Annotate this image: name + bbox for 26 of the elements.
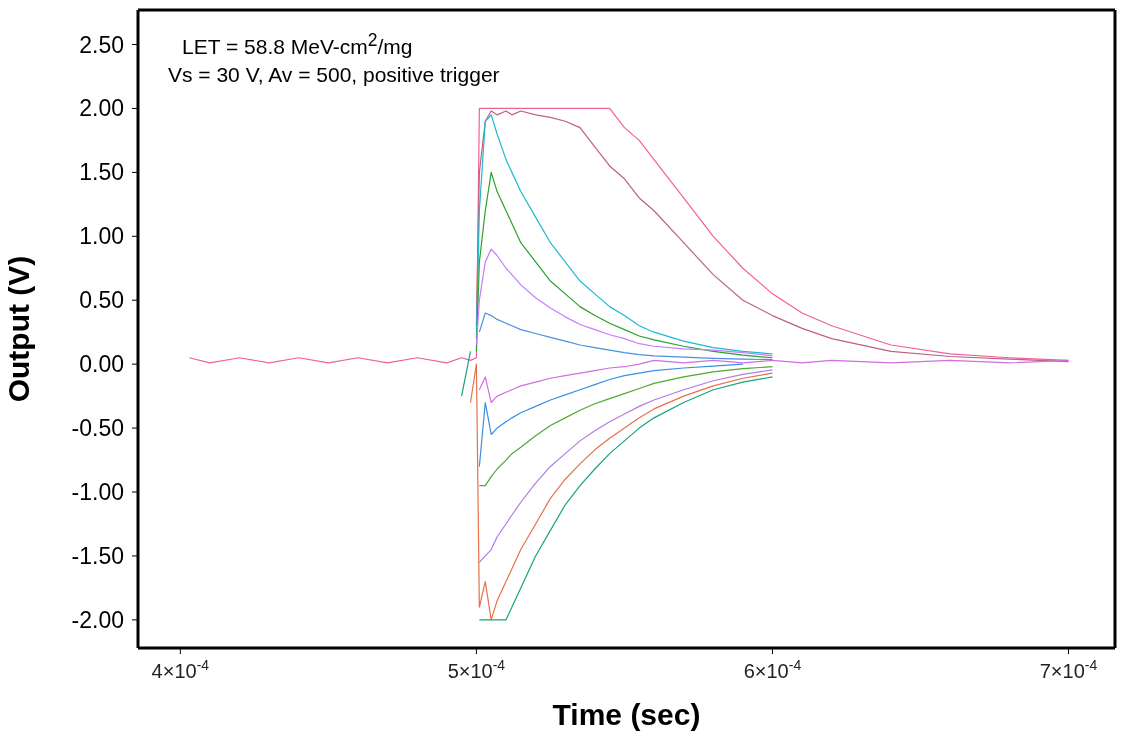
annotation: Vs = 30 V, Av = 500, positive trigger [168,62,500,88]
x-tick-label: 4×10$^{-4}$ [151,657,210,682]
y-tick-label: 1.50 [79,159,124,186]
line-series [475,110,1070,363]
y-tick-label: 1.00 [79,223,124,250]
y-tick-label: 0.00 [79,351,124,378]
y-tick-label: -1.50 [71,542,124,569]
annotation: LET = 58.8 MeV-cm$^{2}$/mg [181,29,414,60]
y-tick-label: -2.00 [71,606,124,633]
line-series [478,369,774,563]
line-series [478,359,1070,404]
line-series [475,248,774,357]
x-tick-label: 7×10$^{-4}$ [1039,657,1098,682]
y-tick-label: -1.00 [71,479,124,506]
line-series [478,363,744,468]
y-tick-label: -0.50 [71,415,124,442]
line-series [478,312,774,361]
line-series [475,114,774,355]
y-tick-label: 2.50 [79,31,124,58]
y-tick-label: 2.00 [79,95,124,122]
x-tick-label: 5×10$^{-4}$ [447,657,506,682]
line-series [475,171,774,359]
x-axis-title: Time (sec) [552,698,701,731]
x-tick-label: 6×10$^{-4}$ [743,657,802,682]
y-tick-label: 0.50 [79,287,124,314]
line-series [478,366,774,487]
